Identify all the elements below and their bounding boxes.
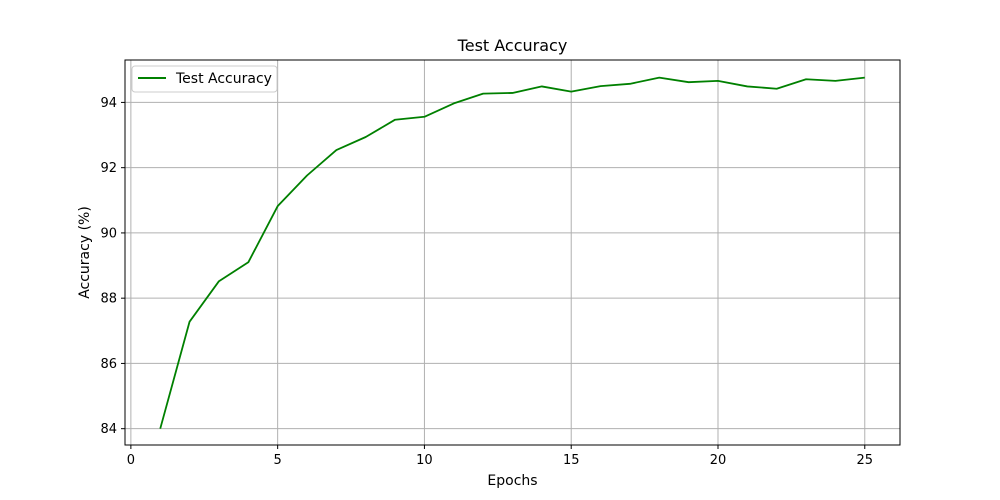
- y-tick-label: 88: [100, 292, 117, 307]
- chart-title: Test Accuracy: [457, 36, 568, 55]
- grid: [125, 60, 900, 445]
- legend-entry-test-accuracy: Test Accuracy: [175, 71, 272, 87]
- ticks: 0 5 10 15 20 25 84 86 88 90 92 94: [100, 96, 873, 468]
- y-tick-label: 84: [100, 422, 117, 437]
- y-tick-label: 94: [100, 96, 117, 111]
- series-line-test-accuracy: [159, 76, 865, 429]
- y-tick-label: 86: [100, 357, 117, 372]
- x-axis-label: Epochs: [487, 473, 537, 489]
- legend: Test Accuracy: [131, 65, 278, 93]
- x-tick-label: 15: [563, 453, 580, 468]
- y-tick-label: 90: [100, 226, 117, 241]
- x-tick-label: 0: [127, 453, 135, 468]
- y-axis-label: Accuracy (%): [77, 206, 93, 299]
- x-tick-label: 5: [274, 453, 282, 468]
- series-layer: [159, 76, 865, 429]
- plot-frame: [124, 59, 901, 446]
- x-tick-label: 25: [856, 453, 873, 468]
- y-tick-label: 92: [100, 161, 117, 176]
- x-tick-label: 10: [416, 453, 433, 468]
- x-tick-label: 20: [710, 453, 727, 468]
- legend-box: [131, 65, 278, 93]
